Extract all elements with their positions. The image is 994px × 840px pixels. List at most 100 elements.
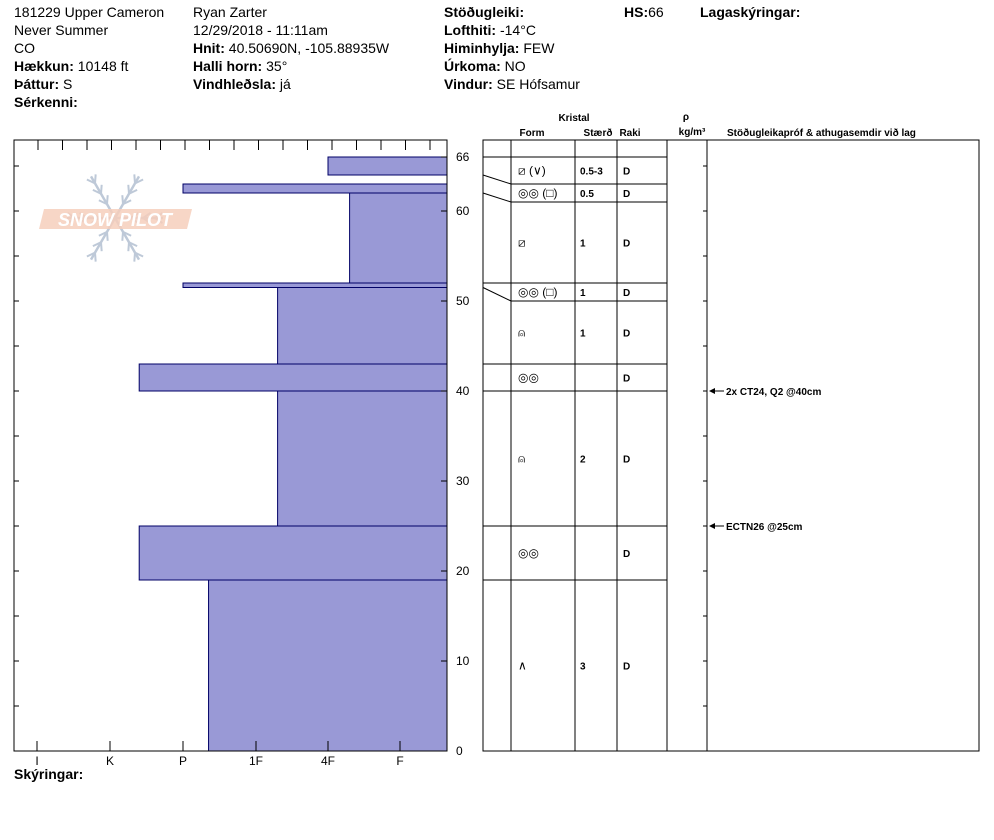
snowflake-branch [121, 231, 124, 241]
snowflake-branch [106, 231, 109, 241]
snowflake-branch [127, 184, 130, 194]
hardness-bar [277, 287, 448, 365]
hardness-bar [208, 579, 448, 752]
test-arrow-head [709, 388, 715, 394]
moisture-value: D [623, 288, 630, 299]
snowflake-branch [122, 199, 132, 206]
depth-tick-label: 60 [456, 204, 470, 218]
layer-connectors [482, 156, 707, 752]
depth-tick-label: 20 [456, 564, 470, 578]
crystal-size: 0.5-3 [580, 167, 603, 178]
snowflake-branch [106, 195, 109, 205]
snowflake-branch [100, 184, 103, 194]
snowflake-branch [98, 230, 108, 237]
crystal-form: ⍝ [518, 326, 525, 340]
weather-info-line: Lofthiti: -14°C [444, 22, 536, 38]
hardness-bar [327, 156, 448, 176]
site-info-line: Sérkenni: [14, 94, 78, 110]
snowflake-branch [86, 178, 96, 185]
observer-info-line: 12/29/2018 - 11:11am [193, 22, 328, 38]
stability-comments: 2x CT24, Q2 @40cm ECTN26 @25cm [709, 387, 821, 533]
weather-info-line: Úrkoma: NO [444, 57, 526, 74]
snowflake-branch [127, 242, 130, 252]
observer-info-line: Halli horn: 35° [193, 58, 287, 74]
snowflake-branch [128, 188, 138, 195]
snowflake-branch [134, 251, 144, 258]
crystal-size: 1 [580, 329, 586, 340]
hardness-bar [138, 363, 448, 392]
depth-tick-label: 30 [456, 474, 470, 488]
layer-connector [482, 192, 512, 203]
site-info-line: CO [14, 40, 35, 56]
crystal-form: ⍝ [518, 452, 525, 466]
depth-tick-label: 40 [456, 384, 470, 398]
snowflake-branch [100, 242, 103, 252]
depth-tick-label: 50 [456, 294, 470, 308]
snowflake-branch [92, 241, 102, 248]
crystal-size: 3 [580, 662, 586, 673]
stability-test-label: ECTN26 @25cm [726, 522, 803, 533]
snowpilot-logo: SNOW PILOT [39, 174, 192, 262]
hardness-axis: I K P 1F 4F F [35, 754, 403, 768]
size-header: Stærð [584, 127, 613, 139]
moisture-value: D [623, 374, 630, 385]
weather-info-line: Vindur: SE Hófsamur [444, 76, 580, 92]
depth-tick-label: 66 [456, 150, 470, 164]
snowflake-branch [128, 241, 138, 248]
density-symbol: ρ [683, 112, 689, 123]
hardness-label: F [396, 754, 403, 768]
crystal-form: ◎◎ (□) [518, 285, 558, 299]
snowflake-branch [94, 174, 97, 184]
layer-connector [482, 174, 512, 185]
crystal-form: ⧄ [518, 236, 526, 250]
test-arrow-head [709, 523, 715, 529]
snowflake-branch [133, 252, 136, 262]
snowflake-branch [121, 195, 124, 205]
snowflake-branch [86, 251, 96, 258]
site-info-line: Hækkun: 10148 ft [14, 58, 129, 74]
snowflake-branch [122, 230, 132, 237]
observer-info-line: Ryan Zarter [193, 4, 267, 20]
moisture-value: D [623, 239, 630, 250]
crystal-size: 0.5 [580, 189, 594, 200]
crystal-form: ⧄ (∨) [518, 164, 546, 178]
layer-notes-label: Lagaskýringar: [700, 4, 800, 20]
crystal-form: ◎◎ [518, 371, 539, 385]
footer-label: Skýringar: [14, 766, 83, 782]
hardness-bar [349, 192, 448, 284]
layer-connector [482, 287, 512, 302]
stability-test-label: 2x CT24, Q2 @40cm [726, 387, 821, 398]
comments-header: Stöðugleikapróf & athugasemdir við lag [727, 127, 916, 139]
moisture-value: D [623, 662, 630, 673]
crystal-table: Kristal Form Stærð Raki ρ kg/m³ Stöðugleikapró… [482, 112, 980, 752]
crystal-size: 1 [580, 239, 586, 250]
profile-header: 181229 Upper Cameron Never Summer CO Hækkun… [14, 4, 800, 110]
crystal-form: ∧ [518, 659, 527, 673]
snowflake-branch [134, 178, 144, 185]
moisture-value: D [623, 189, 630, 200]
site-info-line: Never Summer [14, 22, 108, 38]
hardness-plot [13, 139, 448, 752]
observer-info-line: Hnit: 40.50690N, -105.88935W [193, 40, 390, 56]
moisture-header: Raki [619, 128, 640, 139]
site-info-line: Þáttur: S [14, 76, 72, 92]
logo-text: SNOW PILOT [58, 210, 174, 230]
hardness-bar [182, 282, 448, 288]
crystal-form: ◎◎ [518, 546, 539, 560]
plot-frame [13, 139, 448, 752]
hs-value: HS:66 [624, 4, 664, 20]
moisture-value: D [623, 329, 630, 340]
hardness-bar [182, 183, 448, 194]
form-header: Form [520, 128, 545, 139]
depth-tick-label: 10 [456, 654, 470, 668]
hardness-bar [138, 525, 448, 581]
hardness-label: I [35, 754, 38, 768]
site-info-line: 181229 Upper Cameron [14, 4, 164, 20]
table-frame [482, 139, 980, 752]
kristal-header: Kristal [558, 113, 589, 124]
crystal-size: 2 [580, 455, 586, 466]
logo-banner [39, 209, 192, 229]
snowflake-branch [92, 188, 102, 195]
depth-axis: 0 10 20 30 40 50 60 66 [441, 150, 470, 758]
hardness-bar [277, 390, 448, 527]
